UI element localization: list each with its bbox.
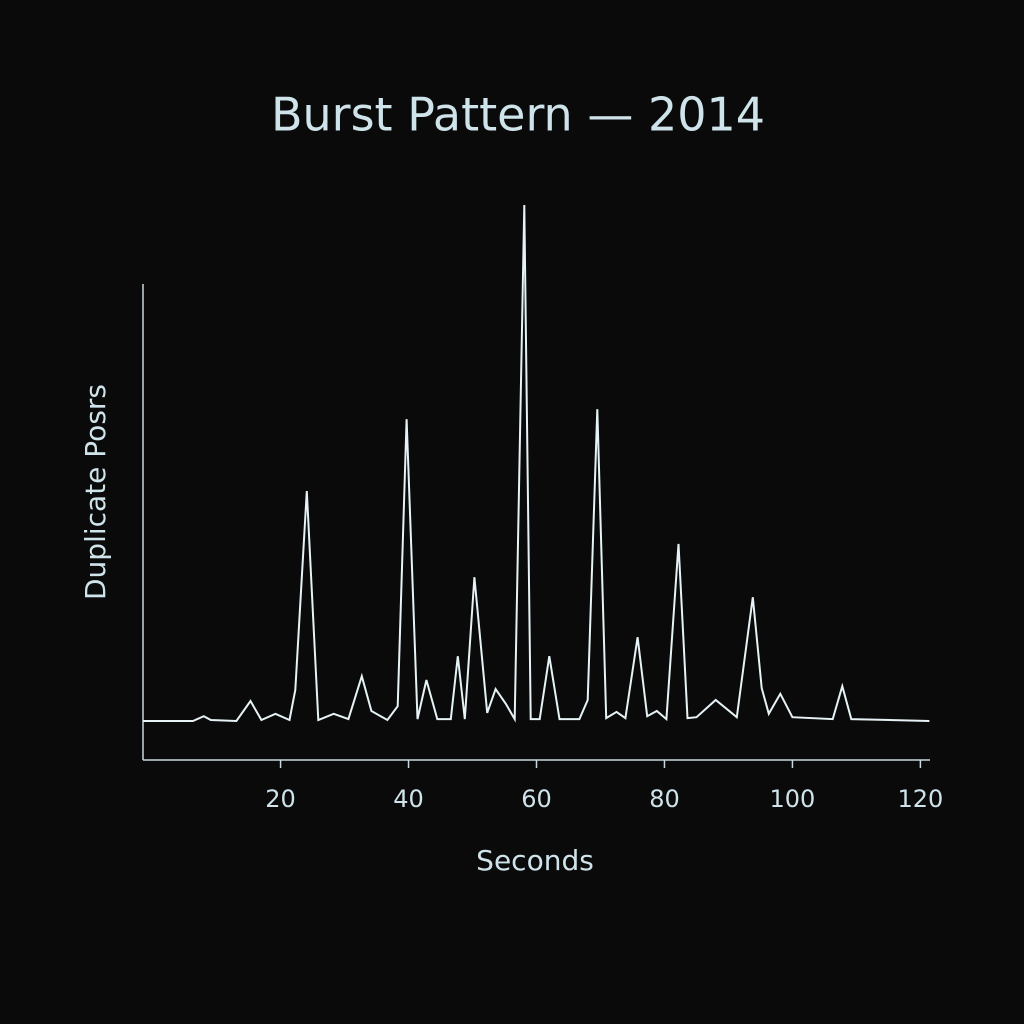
x-tick-label: 80 bbox=[649, 785, 680, 813]
x-tick-label: 60 bbox=[521, 785, 552, 813]
chart-title: Burst Pattern — 2014 bbox=[271, 88, 765, 142]
data-line bbox=[143, 204, 930, 723]
x-axis-label: Seconds bbox=[476, 844, 594, 877]
y-axis-label: Duplicate Posrs bbox=[79, 384, 112, 600]
x-tick-label: 120 bbox=[897, 785, 943, 813]
x-tick-label: 100 bbox=[770, 785, 816, 813]
x-tick-label: 20 bbox=[265, 785, 296, 813]
x-tick-label: 40 bbox=[393, 785, 424, 813]
